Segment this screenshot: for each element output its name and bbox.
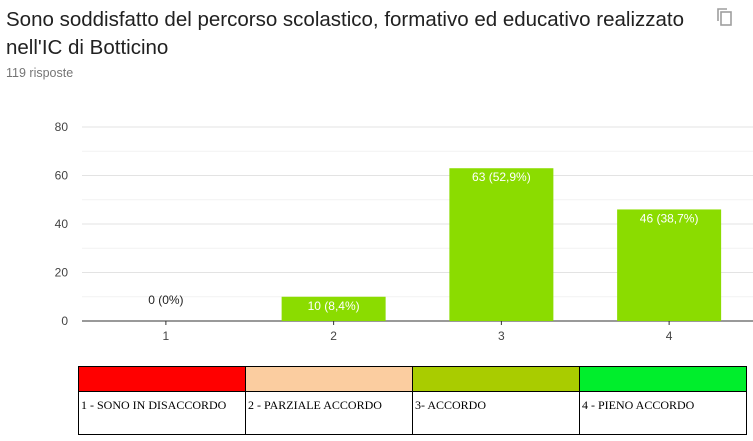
bar[interactable] [617, 209, 722, 321]
data-label: 46 (38,7%) [640, 211, 699, 225]
x-tick-label: 1 [163, 329, 170, 343]
bar-chart: 0 20 40 60 80 0 (0%) 10 (8,4%) 63 (52,9%) 46 (3… [55, 120, 753, 343]
data-label: 10 (8,4%) [308, 299, 360, 313]
legend-label: 2 - PARZIALE ACCORDO [245, 391, 413, 435]
copy-icon[interactable] [714, 6, 736, 28]
x-tick-label: 3 [498, 329, 505, 343]
legend-swatch [78, 366, 246, 392]
legend-swatch [412, 366, 580, 392]
y-tick-label: 20 [55, 266, 69, 280]
y-tick-label: 40 [55, 217, 69, 231]
legend-label: 4 - PIENO ACCORDO [579, 391, 747, 435]
y-tick-label: 60 [55, 169, 69, 183]
data-label: 63 (52,9%) [472, 170, 531, 184]
data-label: 0 (0%) [148, 293, 183, 307]
x-tick-label: 4 [666, 329, 673, 343]
y-tick-label: 80 [55, 120, 69, 134]
legend-swatch [245, 366, 413, 392]
x-tick-labels: 1 2 3 4 [163, 321, 673, 343]
legend-table: 1 - SONO IN DISACCORDO 2 - PARZIALE ACCOR… [78, 366, 747, 435]
legend-label: 1 - SONO IN DISACCORDO [78, 391, 246, 435]
y-tick-label: 0 [61, 314, 68, 328]
y-tick-labels: 0 20 40 60 80 [55, 120, 69, 328]
question-title: Sono soddisfatto del percorso scolastico… [6, 8, 685, 59]
legend-swatch [579, 366, 747, 392]
gridlines [82, 126, 753, 322]
x-tick-label: 2 [330, 329, 337, 343]
bar[interactable] [449, 168, 554, 321]
response-count: 119 risposte [6, 66, 74, 80]
legend-label: 3- ACCORDO [412, 391, 580, 435]
bars: 0 (0%) 10 (8,4%) 63 (52,9%) 46 (38,7%) [148, 168, 722, 321]
bar[interactable] [281, 296, 386, 321]
